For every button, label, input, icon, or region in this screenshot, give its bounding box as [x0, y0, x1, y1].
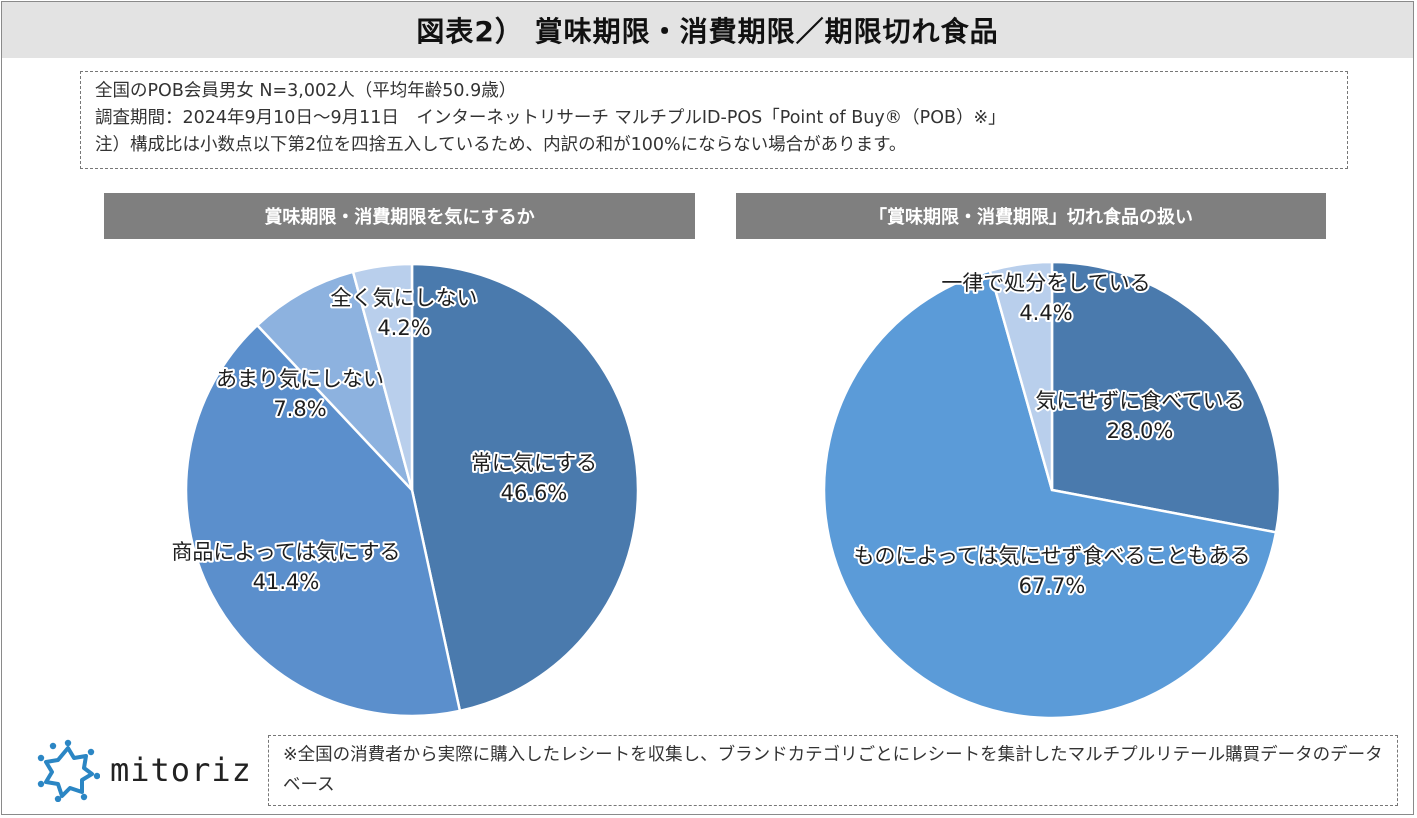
- slice-value-label: 46.6%: [501, 481, 568, 505]
- pie-slice: [1050, 260, 1282, 534]
- pie-slice: [184, 323, 462, 718]
- slice-label: 気にせずに食べている: [1035, 389, 1244, 413]
- slice-label: 全く気にしない: [331, 286, 478, 310]
- footnote: ※全国の消費者から実際に購入したレシートを収集し、ブランドカテゴリごとにレシート…: [268, 735, 1398, 806]
- slice-value-label: 4.4%: [1019, 301, 1072, 325]
- slice-value-label: 67.7%: [1019, 574, 1086, 598]
- note-line: 注）構成比は小数点以下第2位を四捨五入しているため、内訳の和が100%にならない…: [95, 135, 907, 155]
- gear-icon: [37, 739, 100, 802]
- slice-label: あまり気にしない: [216, 367, 384, 391]
- slice-value-label: 4.2%: [377, 316, 430, 340]
- slice-label: 常に気にする: [471, 451, 597, 475]
- logo-text: mitoriz: [110, 751, 252, 789]
- slice-value-label: 7.8%: [273, 397, 326, 421]
- note-line: 全国のPOB会員男女 N=3,002人（平均年齢50.9歳）: [95, 81, 517, 101]
- slice-label: 商品によっては気にする: [171, 540, 400, 564]
- slice-label: 一律で処分をしている: [941, 271, 1150, 295]
- figure-title: 図表2） 賞味期限・消費期限／期限切れ食品: [2, 2, 1413, 58]
- slice-label: ものによっては気にせず食べることもある: [854, 544, 1251, 568]
- pie-slice: [988, 260, 1054, 491]
- slice-value-label: 28.0%: [1107, 419, 1174, 443]
- pie-slice: [255, 270, 414, 491]
- mitoriz-logo: mitoriz: [36, 739, 252, 802]
- chart-title-right: 「賞味期限・消費期限」切れ食品の扱い: [736, 193, 1326, 239]
- note-line: 調査期間：2024年9月10日～9月11日 インターネットリサーチ マルチプルI…: [95, 108, 1006, 128]
- pie-chart-right: 気にせずに食べている 28.0% ものによっては気にせず食べることもある 67.7% 一…: [822, 260, 1282, 720]
- pie-slice: [351, 262, 414, 491]
- slice-value-label: 41.4%: [253, 570, 320, 594]
- chart-title-left: 賞味期限・消費期限を気にするか: [104, 193, 695, 239]
- pie-chart-left: 常に気にする 46.6% 商品によっては気にする 41.4% あまり気にしない 7.8% 全…: [169, 262, 640, 718]
- pie-slice: [410, 262, 640, 713]
- survey-notes: 全国のPOB会員男女 N=3,002人（平均年齢50.9歳） 調査期間：2024…: [80, 71, 1348, 169]
- pie-slice: [822, 269, 1278, 720]
